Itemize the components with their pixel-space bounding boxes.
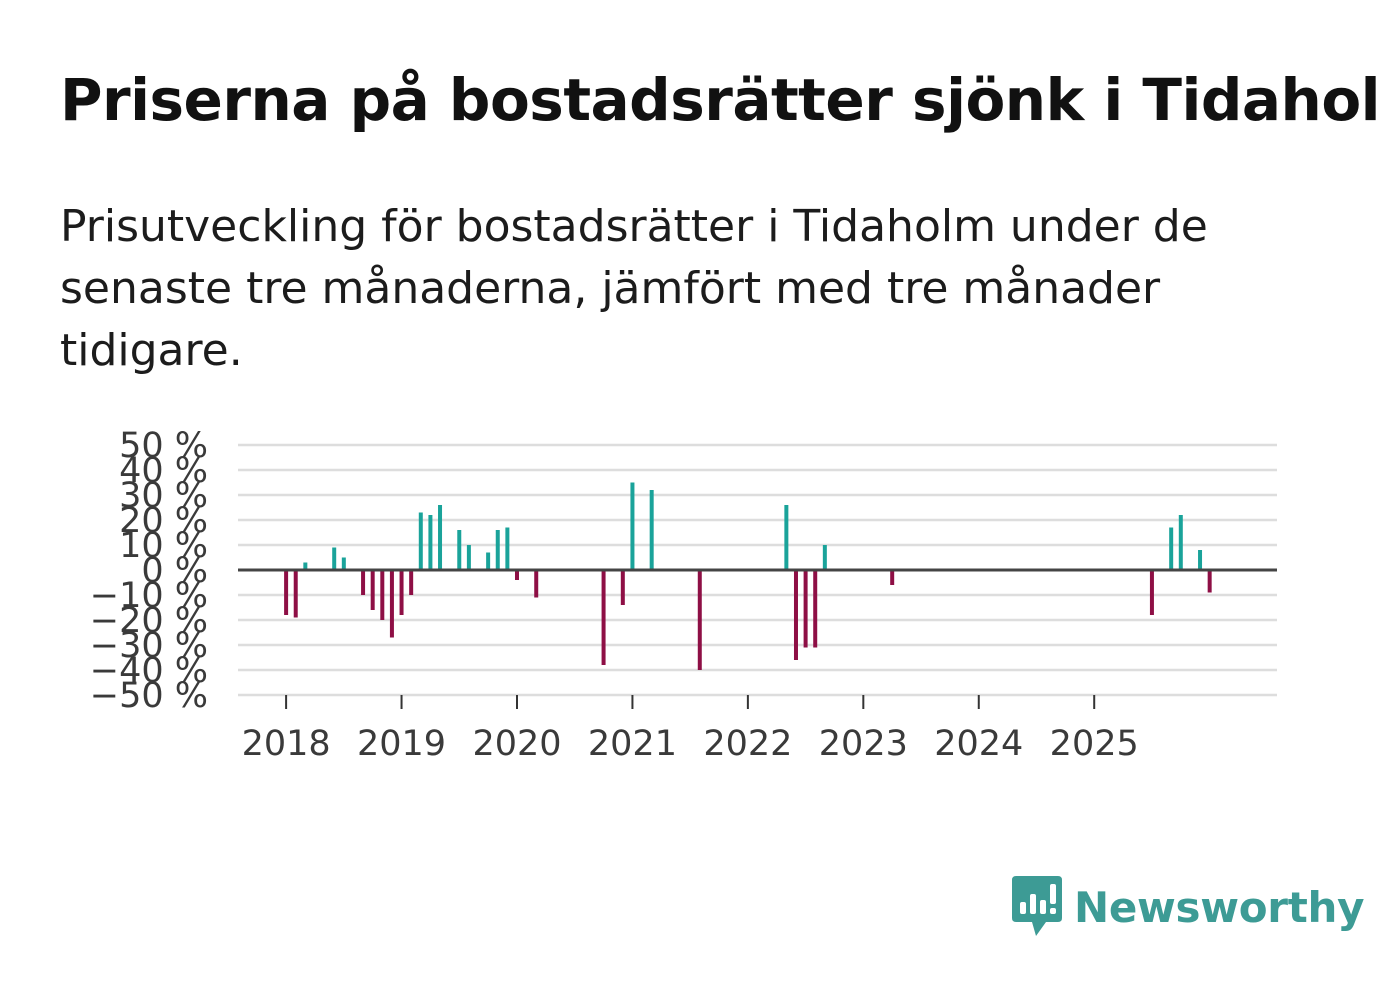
chart-subtitle: Prisutveckling för bostadsrätter i Tidah… [60, 201, 1208, 376]
x-tick-label: 2020 [472, 724, 561, 764]
bar [784, 505, 789, 570]
bars [284, 482, 1212, 670]
bar [399, 570, 404, 615]
bar [1149, 570, 1154, 615]
bar [1169, 527, 1174, 570]
bar [293, 570, 298, 618]
bar [389, 570, 394, 638]
bar [466, 545, 471, 570]
bar [620, 570, 625, 605]
newsworthy-logo-icon [1012, 876, 1062, 936]
x-axis: 2018 2019 2020 2021 2022 2023 2024 2025 [242, 695, 1139, 764]
y-tick-label: −50 % [90, 676, 208, 716]
bar [514, 570, 519, 580]
x-tick-label: 2019 [357, 724, 446, 764]
bar [495, 530, 500, 570]
bar [428, 515, 433, 570]
bar [303, 562, 308, 570]
bar [890, 570, 895, 585]
x-tick-label: 2023 [819, 724, 908, 764]
bar [284, 570, 289, 615]
bar [813, 570, 818, 648]
bar [332, 547, 337, 570]
y-tick-label: −20 % [90, 601, 208, 641]
bar [1198, 550, 1203, 570]
bar [418, 512, 423, 570]
x-tick-label: 2024 [934, 724, 1023, 764]
bar [438, 505, 443, 570]
y-tick-label: 10 % [119, 526, 208, 566]
bar [822, 545, 827, 570]
bar [380, 570, 385, 620]
bar [486, 552, 491, 570]
bar [1178, 515, 1183, 570]
bar [341, 557, 346, 570]
y-axis: 50 %40 %30 %20 %10 %0 %−10 %−20 %−30 %−4… [90, 426, 208, 716]
bar [370, 570, 375, 610]
bar [697, 570, 702, 670]
bar [630, 482, 635, 570]
chart-title: Priserna på bostadsrätter sjönk i Tidaho… [60, 66, 1382, 134]
price-change-chart: 50 %40 %30 %20 %10 %0 %−10 %−20 %−30 %−4… [90, 426, 1277, 764]
bar [409, 570, 414, 595]
y-tick-label: −30 % [90, 626, 208, 666]
bar [505, 527, 510, 570]
bar [793, 570, 798, 660]
brand-name: Newsworthy [1074, 882, 1365, 932]
bar [457, 530, 462, 570]
y-tick-label: 30 % [119, 476, 208, 516]
y-tick-label: 20 % [119, 501, 208, 541]
bar [1207, 570, 1212, 593]
bar [649, 490, 654, 570]
x-tick-label: 2025 [1050, 724, 1139, 764]
bar [601, 570, 606, 665]
bar [361, 570, 366, 595]
bar [534, 570, 539, 598]
y-tick-label: 0 % [141, 551, 208, 591]
bar [803, 570, 808, 648]
x-tick-label: 2018 [242, 724, 331, 764]
brand-logo: Newsworthy [1010, 876, 1364, 938]
x-tick-label: 2021 [588, 724, 677, 764]
x-tick-label: 2022 [703, 724, 792, 764]
y-tick-label: −40 % [90, 651, 208, 691]
y-tick-label: 50 % [119, 426, 208, 466]
y-tick-label: 40 % [119, 451, 208, 491]
y-tick-label: −10 % [90, 576, 208, 616]
